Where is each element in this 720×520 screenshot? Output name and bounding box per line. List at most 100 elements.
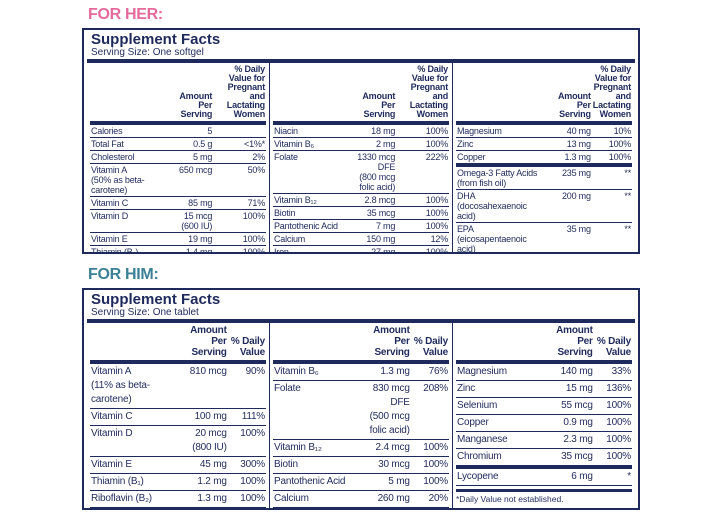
- dv-cell: **: [591, 163, 632, 190]
- dv-cell: 90%: [227, 362, 266, 409]
- amount-cell: 15 mcg (600 IU): [163, 209, 214, 233]
- daily-value: 100%: [242, 247, 265, 254]
- daily-value: **: [624, 191, 631, 201]
- daily-value: 100%: [423, 476, 448, 487]
- amount: 18 mg: [371, 126, 396, 136]
- nutrient-row: Vitamin C 100 mg 111%: [90, 408, 266, 426]
- daily-value: 222%: [425, 152, 448, 162]
- dv-cell: 222%: [396, 150, 449, 194]
- nutrient-cell: Vitamin A (11% as beta-carotene): [90, 362, 175, 409]
- nutrient-name: Calories: [91, 126, 123, 136]
- nutrient-name: EPA (eicosapentaenoic acid): [457, 224, 527, 254]
- amount: 16 mg: [175, 509, 227, 510]
- nutrient-name: Copper: [457, 417, 489, 428]
- amount: 2 mg: [375, 139, 396, 149]
- amount: 19 mg: [188, 234, 213, 244]
- header-blank: [273, 323, 358, 364]
- amount: 1.3 mg: [197, 493, 227, 504]
- dv-cell: 12%: [396, 232, 449, 246]
- amount-cell: 200 mg: [544, 189, 592, 223]
- amount: 100 mg: [194, 411, 227, 422]
- amount: 30 mcg: [378, 459, 410, 470]
- nutrient-name: Iodine: [274, 509, 356, 510]
- dv-cell: 100%: [410, 439, 449, 457]
- nutrient-row: Zinc 15 mg 136%: [456, 380, 632, 398]
- dv-cell: 100%: [396, 193, 449, 207]
- nutrient-name: Copper: [457, 152, 486, 162]
- amount-cell: 0.5 g: [163, 137, 214, 151]
- nutrient-cell: Niacin: [273, 123, 347, 138]
- daily-value: 12%: [430, 234, 449, 244]
- amount-cell: 650 mcg: [163, 163, 214, 197]
- amount: 150 mcg: [358, 509, 410, 510]
- nutrient-row: Iron 27 mg 100%: [273, 245, 449, 254]
- nutrient-row: Calcium 150 mg 12%: [273, 232, 449, 246]
- amount: 40 mg: [566, 126, 591, 136]
- header-row: Amount Per Serving% Daily Value: [273, 323, 449, 364]
- amount: 0.5 g: [193, 139, 213, 149]
- daily-value: 100%: [425, 139, 448, 149]
- nutrient-row: Vitamin B₆ 2 mg 100%: [273, 137, 449, 151]
- header-blank: [273, 63, 347, 125]
- nutrient-name: Iron: [274, 247, 289, 254]
- daily-value: **: [624, 168, 631, 178]
- amount: 650 mcg: [179, 165, 213, 175]
- amount: 2.8 mcg: [364, 195, 396, 205]
- nutrient-row: Vitamin A (50% as beta-carotene) 650 mcg 50…: [90, 163, 266, 197]
- nutrient-name: Pantothenic Acid: [274, 476, 346, 487]
- nutrient-row: Vitamin B₆ 1.3 mg 76%: [273, 362, 449, 381]
- nutrient-row: Folate 830 mcg DFE (500 mcg folic acid) 208…: [273, 380, 449, 440]
- daily-value: 300%: [240, 459, 265, 470]
- amount-cell: 235 mg: [544, 163, 592, 190]
- nutrient-table: Amount Per Serving% Daily Value for Preg…: [456, 63, 632, 254]
- nutrient-name: Magnesium: [457, 126, 502, 136]
- facts-title: Supplement Facts: [91, 31, 221, 48]
- amount: 45 mg: [199, 459, 227, 470]
- nutrient-cell: Vitamin B₁₂: [273, 439, 358, 457]
- nutrient-cell: Vitamin B₁₂: [273, 193, 347, 207]
- amount: 7 mg: [375, 221, 396, 231]
- amount: 2.4 mcg: [375, 442, 410, 453]
- panel-label: FOR HIM:: [88, 266, 159, 283]
- nutrient-cell: DHA (docosahexaenoic acid): [456, 189, 545, 223]
- nutrient-row: EPA (eicosapentaenoic acid) 35 mg **: [456, 222, 632, 254]
- dv-cell: 100%: [593, 397, 632, 415]
- nutrient-cell: Folate: [273, 150, 347, 194]
- amount: 35 mg: [566, 224, 591, 234]
- dv-cell: 76%: [410, 362, 449, 381]
- nutrient-row: Lycopene 6 mg *: [456, 465, 632, 486]
- amount-cell: 35 mg: [544, 222, 592, 252]
- header-row: Amount Per Serving% Daily Value for Preg…: [456, 63, 632, 125]
- facts-title: Supplement Facts: [91, 291, 221, 308]
- column-header: % Daily Value for Pregnant and Lactating…: [591, 63, 632, 125]
- nutrient-row: Riboflavin (B₂) 1.3 mg 100%: [90, 490, 266, 508]
- nutrient-cell: Calcium: [273, 232, 347, 246]
- nutrient-name: Zinc: [457, 383, 476, 394]
- nutrient-cell: Magnesium: [456, 123, 545, 138]
- nutrient-name: Chromium: [457, 451, 502, 462]
- amount-cell: 1.3 mg: [544, 150, 592, 166]
- amount-cell: 830 mcg DFE (500 mcg folic acid): [357, 380, 411, 440]
- amount-note: (500 mcg folic acid): [369, 411, 410, 436]
- nutrient-cell: Vitamin D: [90, 425, 175, 457]
- nutrient-cell: Vitamin E: [90, 456, 175, 474]
- dv-cell: *: [593, 465, 632, 486]
- nutrient-name: Calcium: [274, 234, 306, 244]
- nutrient-row: Selenium 55 mcg 100%: [456, 397, 632, 415]
- amount-cell: 55 mcg: [540, 397, 594, 415]
- daily-value: 100%: [242, 211, 265, 221]
- nutrient-row: Manganese 2.3 mg 100%: [456, 431, 632, 449]
- dv-cell: [213, 123, 266, 138]
- nutrient-cell: Cholesterol: [90, 150, 164, 164]
- amount: 35 mcg: [366, 208, 396, 218]
- daily-value: 100%: [242, 234, 265, 244]
- nutrient-cell: Vitamin C: [90, 196, 164, 210]
- nutrient-cell: Iodine: [273, 507, 358, 510]
- daily-value: 100%: [606, 417, 631, 428]
- dv-cell: 100%: [593, 448, 632, 468]
- daily-value: 100%: [425, 221, 448, 231]
- nutrient-row: Folate 1330 mcg DFE (800 mcg folic acid) 22…: [273, 150, 449, 194]
- amount: 13 mg: [566, 139, 591, 149]
- nutrient-note: (50% as beta-carotene): [91, 175, 145, 195]
- amount: 0.9 mg: [563, 417, 593, 428]
